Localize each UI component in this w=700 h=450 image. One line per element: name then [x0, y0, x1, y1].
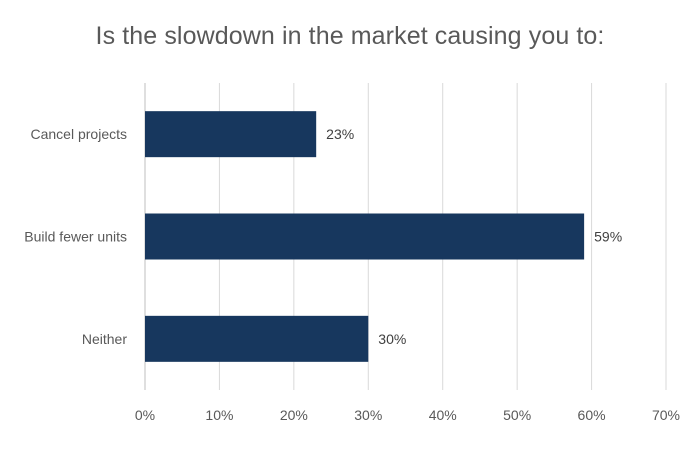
category-label: Neither — [82, 331, 127, 347]
x-tick-label: 40% — [429, 407, 457, 423]
data-label: 23% — [326, 126, 354, 142]
chart-title: Is the slowdown in the market causing yo… — [95, 22, 605, 50]
x-tick-label: 10% — [205, 407, 233, 423]
x-tick-label: 60% — [578, 407, 606, 423]
bar — [145, 111, 317, 158]
bar — [145, 213, 585, 260]
x-tick-label: 30% — [354, 407, 382, 423]
category-label: Cancel projects — [31, 126, 128, 142]
category-label: Build fewer units — [24, 229, 127, 245]
x-tick-label: 50% — [503, 407, 531, 423]
x-tick-label: 0% — [135, 407, 155, 423]
data-label: 59% — [594, 229, 622, 245]
bar — [145, 315, 369, 362]
x-tick-label: 20% — [280, 407, 308, 423]
data-label: 30% — [378, 331, 406, 347]
x-tick-label: 70% — [652, 407, 680, 423]
